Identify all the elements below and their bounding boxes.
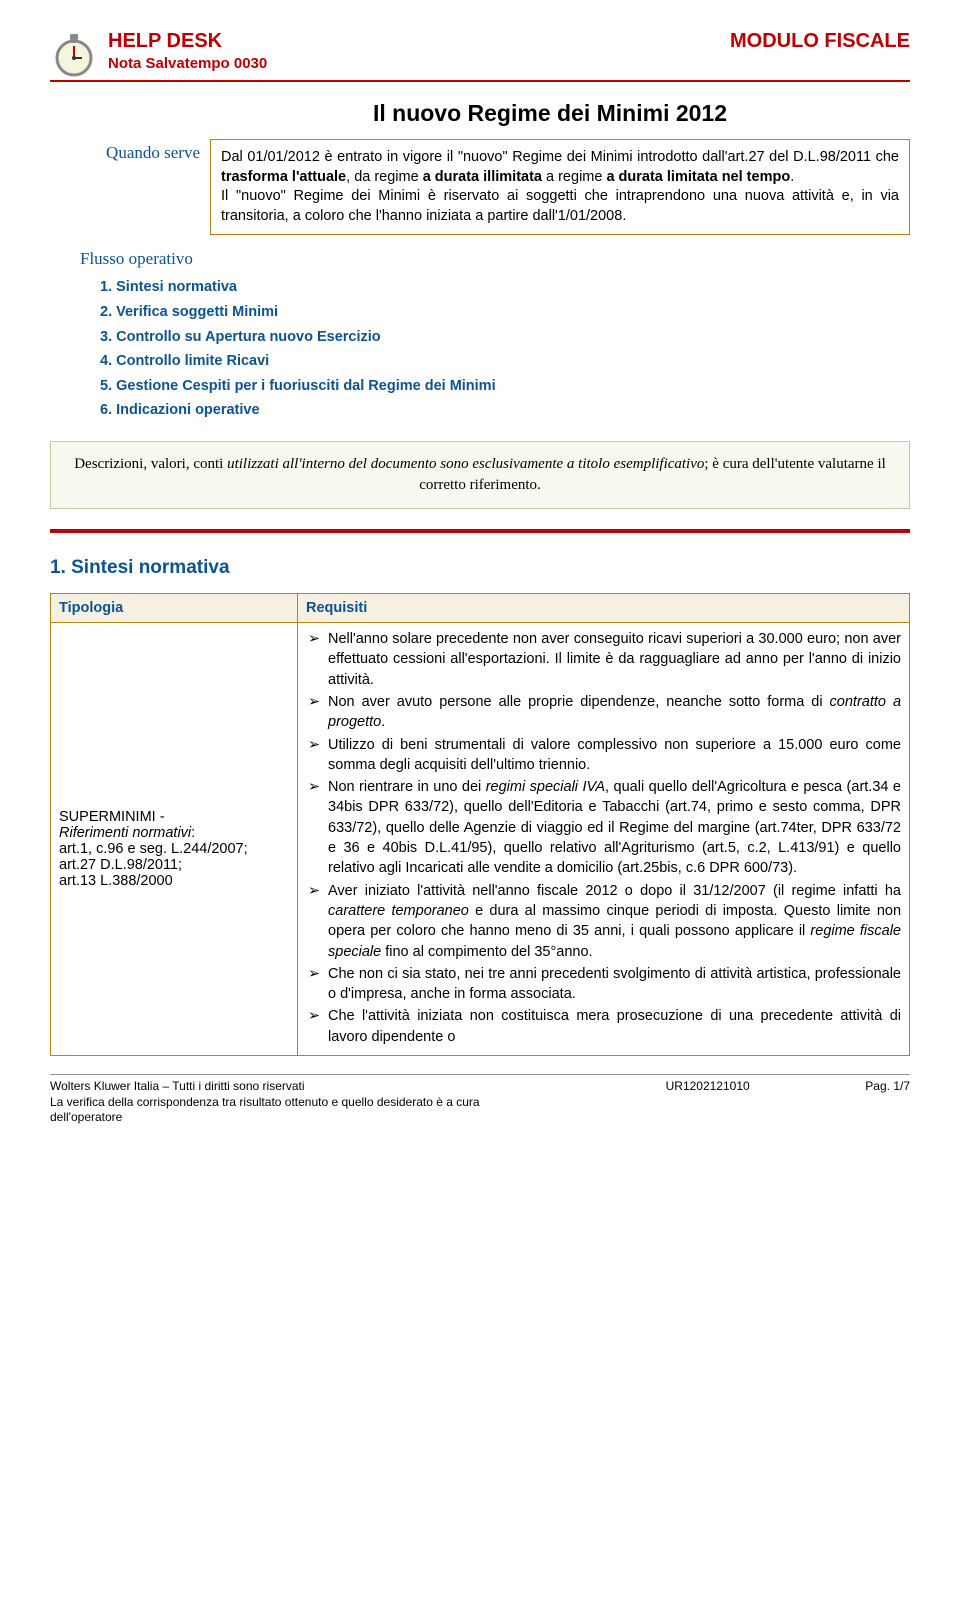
quando-serve-label: Quando serve bbox=[50, 139, 210, 163]
nota-subtitle: Nota Salvatempo 0030 bbox=[108, 55, 267, 72]
ref3: art.13 L.388/2000 bbox=[59, 873, 289, 889]
req-bullet: Nell'anno solare precedente non aver con… bbox=[306, 629, 901, 690]
col-tipologia: Tipologia bbox=[51, 594, 298, 623]
flusso-item[interactable]: 5. Gestione Cespiti per i fuoriusciti da… bbox=[100, 374, 910, 399]
tipologia-cell: SUPERMINIMI - Riferimenti normativi: art… bbox=[51, 623, 298, 1056]
req-bullet: Aver iniziato l'attività nell'anno fisca… bbox=[306, 881, 901, 962]
req-bullet: Che l'attività iniziata non costituisca … bbox=[306, 1006, 901, 1047]
req-bullet: Non rientrare in uno dei regimi speciali… bbox=[306, 777, 901, 878]
req-bullet: Che non ci sia stato, nei tre anni prece… bbox=[306, 964, 901, 1005]
header: HELP DESK Nota Salvatempo 0030 MODULO FI… bbox=[50, 30, 910, 78]
ref1: art.1, c.96 e seg. L.244/2007; bbox=[59, 841, 289, 857]
riferimenti-label: Riferimenti normativi: bbox=[59, 825, 289, 841]
main-title: Il nuovo Regime dei Minimi 2012 bbox=[190, 100, 910, 127]
stopwatch-icon bbox=[50, 30, 98, 78]
flusso-item[interactable]: 6. Indicazioni operative bbox=[100, 398, 910, 423]
flusso-item[interactable]: 4. Controllo limite Ricavi bbox=[100, 349, 910, 374]
descrizioni-box: Descrizioni, valori, conti utilizzati al… bbox=[50, 441, 910, 509]
footer: Wolters Kluwer Italia – Tutti i diritti … bbox=[50, 1074, 910, 1126]
quando-text2: Il "nuovo" Regime dei Minimi è riservato… bbox=[221, 188, 899, 224]
flusso-item[interactable]: 2. Verifica soggetti Minimi bbox=[100, 300, 910, 325]
flusso-list: 1. Sintesi normativa 2. Verifica soggett… bbox=[100, 275, 910, 423]
helpdesk-title: HELP DESK bbox=[108, 30, 267, 53]
footer-code: UR1202121010 bbox=[666, 1079, 750, 1093]
req-bullet: Utilizzo di beni strumentali di valore c… bbox=[306, 735, 901, 776]
quando-text: Dal 01/01/2012 è entrato in vigore il "n… bbox=[221, 149, 899, 185]
flusso-label: Flusso operativo bbox=[80, 249, 910, 269]
section-divider bbox=[50, 529, 910, 533]
footer-note: La verifica della corrispondenza tra ris… bbox=[50, 1095, 550, 1126]
flusso-item[interactable]: 3. Controllo su Apertura nuovo Esercizio bbox=[100, 325, 910, 350]
requisiti-cell: Nell'anno solare precedente non aver con… bbox=[298, 623, 910, 1056]
footer-copyright: Wolters Kluwer Italia – Tutti i diritti … bbox=[50, 1079, 550, 1095]
modulo-title: MODULO FISCALE bbox=[730, 30, 910, 53]
col-requisiti: Requisiti bbox=[298, 594, 910, 623]
ref2: art.27 D.L.98/2011; bbox=[59, 857, 289, 873]
superminimi-label: SUPERMINIMI - bbox=[59, 809, 289, 825]
flusso-item[interactable]: 1. Sintesi normativa bbox=[100, 275, 910, 300]
section1-title: 1. Sintesi normativa bbox=[50, 557, 910, 579]
req-bullet: Non aver avuto persone alle proprie dipe… bbox=[306, 692, 901, 733]
footer-page: Pag. 1/7 bbox=[865, 1079, 910, 1093]
requisiti-table: Tipologia Requisiti SUPERMINIMI - Riferi… bbox=[50, 593, 910, 1056]
quando-serve-box: Dal 01/01/2012 è entrato in vigore il "n… bbox=[210, 139, 910, 235]
header-divider bbox=[50, 80, 910, 82]
